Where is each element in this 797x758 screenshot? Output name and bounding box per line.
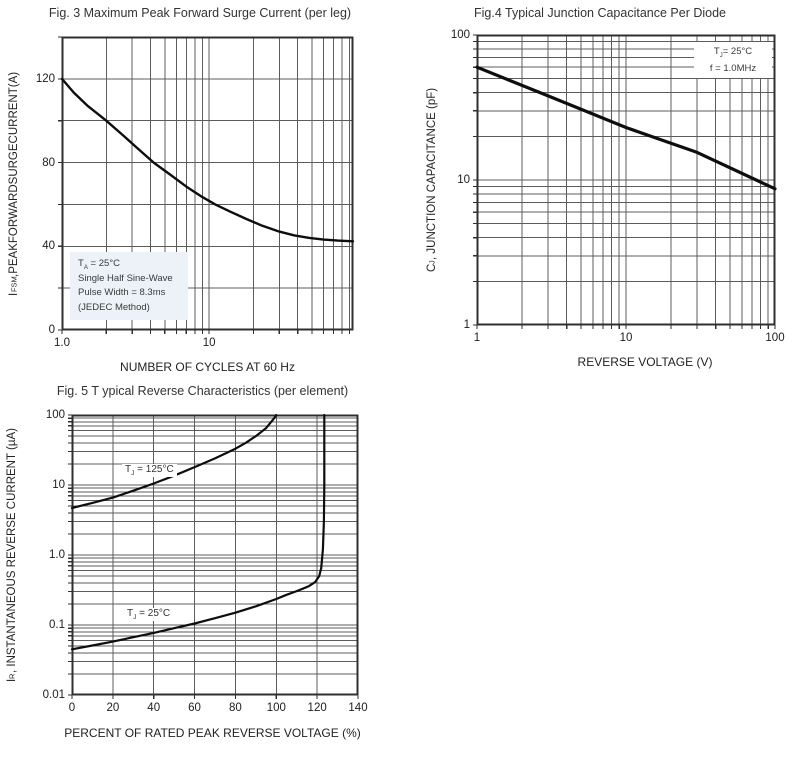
fig5-y-axis-label-subscript: R [7,673,17,679]
fig3-y-tick-80: 80 [42,156,55,169]
fig4-gridlines [476,34,776,326]
fig3-y-axis-label: I FSM ,PEAKFORWARDSURGECURRENT(A) [6,37,22,330]
fig4-y-axis-label-text: , JUNCTION CAPACITANCE (pF) [426,87,438,261]
fig4-x-axis-label: REVERSE VOLTAGE (V) [577,355,713,369]
fig3-conditions-note: TA = 25°C Single Half Sine-Wave Pulse Wi… [70,252,188,320]
fig4-curve-junction_capacitance [475,65,777,191]
fig5-curve-tj_25c [70,413,326,651]
fig5-y-tick-100: 100 [45,409,65,421]
fig4-y-tick-100: 100 [450,29,470,41]
fig5-curve-label-tj125: TJ = 125°C [122,464,177,477]
fig3-title: Fig. 3 Maximum Peak Forward Surge Curren… [48,6,352,20]
fig4-plot [473,34,777,329]
fig5-curve-tj_125c [70,413,278,510]
fig4-x-tick-1: 1 [473,332,481,344]
fig5-x-tick-120: 120 [307,702,327,714]
fig4-y-tick-10: 10 [457,174,470,186]
fig4-y-axis-label-symbol: C [426,263,438,273]
fig5-y-axis-label-text: , INSTANTANEOUS REVERSE CURRENT (µA) [6,428,18,674]
fig3-tick-marks [58,36,351,334]
fig3-gridlines [61,36,353,331]
fig3-x-tick-1.0: 1.0 [54,337,70,349]
fig5-x-tick-80: 80 [229,702,242,714]
fig4-y-axis-label-subscript: J [427,260,437,264]
fig3-note-line-3: Pulse Width = 8.3ms [78,287,166,299]
fig5-y-tick-0.1: 0.1 [49,619,65,631]
fig5-plot [68,413,359,699]
fig5-tick-marks [68,414,359,699]
fig3-y-axis-label-subscript: FSM [9,276,19,293]
fig4-y-tick-1: 1 [463,319,470,331]
fig5-y-axis-label-symbol: I [6,678,18,682]
fig3-frame [61,36,354,331]
fig5-x-tick-40: 40 [147,702,161,714]
fig3-note-line-4: (JEDEC Method) [78,301,150,313]
fig4-tick-marks [473,34,776,329]
fig5-frame [71,414,359,696]
fig5-y-tick-1.0: 1.0 [49,549,65,561]
fig3-y-axis-label-symbol: I [8,292,20,296]
fig5-x-tick-0: 0 [68,702,76,714]
fig4-frame [476,34,776,326]
fig5-x-tick-100: 100 [266,702,286,714]
fig5-y-tick-0.01: 0.01 [42,689,65,701]
fig3-x-tick-10: 10 [202,337,216,349]
fig3-note-line-1: TA = 25°C [78,258,120,271]
fig3-plot [58,36,355,334]
fig4-title: Fig.4 Typical Junction Capacitance Per D… [474,6,726,20]
fig5-x-axis-label: PERCENT OF RATED PEAK REVERSE VOLTAGE (%… [64,726,361,740]
fig3-y-tick-40: 40 [42,240,55,253]
fig5-gridlines [71,414,359,696]
fig5-x-tick-20: 20 [106,702,120,714]
fig3-curve-surge_current [60,77,355,243]
fig5-x-tick-60: 60 [188,702,201,714]
fig5-title: Fig. 5 T ypical Reverse Characteristics … [56,384,349,398]
fig3-y-tick-0: 0 [48,324,55,336]
fig4-x-tick-10: 10 [619,332,633,344]
fig5-curve-label-tj25: TJ = 25°C [124,608,174,621]
fig4-x-tick-100: 100 [765,332,785,344]
fig4-note-line-2: f = 1.0MHz [709,62,757,74]
fig5-y-tick-10: 10 [52,479,65,491]
fig3-y-axis-label-text: ,PEAKFORWARDSURGECURRENT(A) [8,71,20,277]
fig3-y-tick-120: 120 [35,72,55,85]
fig4-conditions-note: TJ= 25°C f = 1.0MHz [694,42,772,78]
fig4-note-line-1: TJ= 25°C [713,46,753,59]
fig3-note-line-2: Single Half Sine-Wave [78,273,173,285]
fig5-x-tick-140: 140 [348,702,368,714]
fig3-x-axis-label: NUMBER OF CYCLES AT 60 Hz [120,360,295,374]
